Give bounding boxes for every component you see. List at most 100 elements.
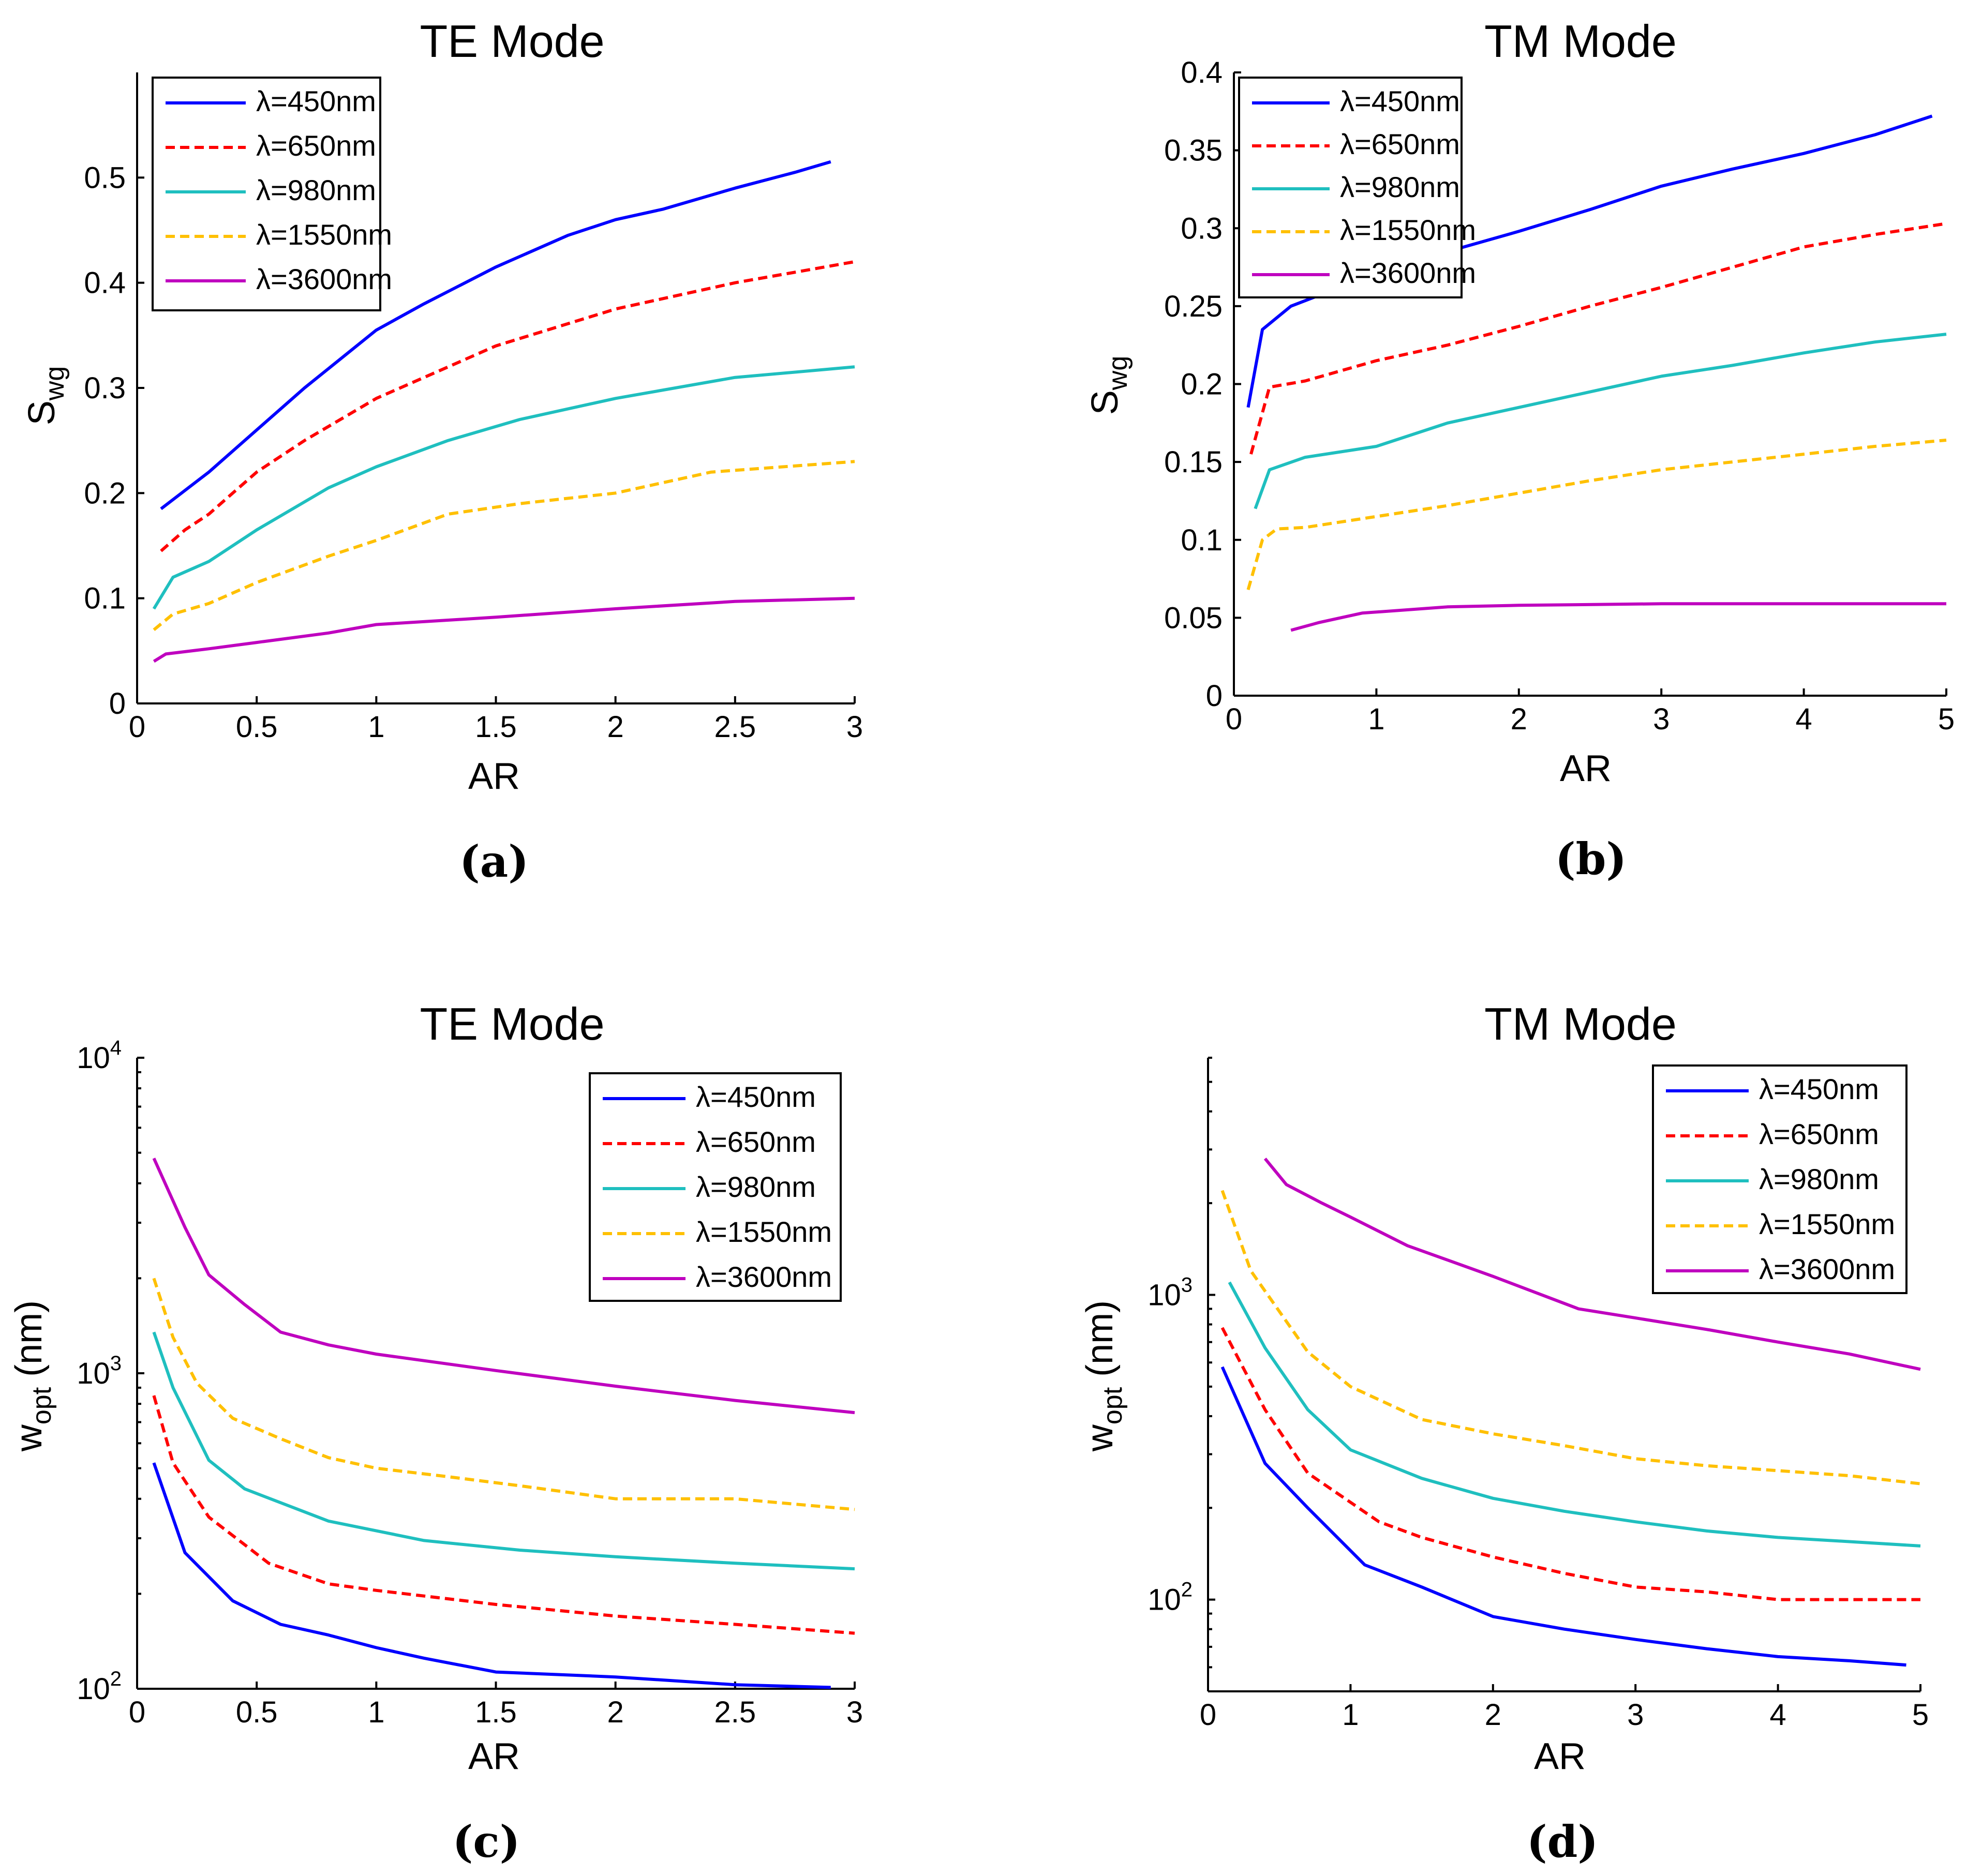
y-tick-label: 0.3 xyxy=(84,371,126,405)
y-tick-base: 10 xyxy=(1148,1583,1181,1617)
legend-d: λ=450nm λ=650nm λ=980nm λ=1550nm λ=3600nm xyxy=(1652,1064,1908,1294)
series-line xyxy=(152,1462,831,1689)
y-tick-label: 0.2 xyxy=(1181,368,1223,401)
series-line xyxy=(152,1331,855,1571)
y-tick-label: 0.35 xyxy=(1164,134,1223,168)
y-axis-title-sub-c: opt xyxy=(27,1387,57,1424)
panel-label-c: (c) xyxy=(453,1816,520,1867)
x-axis-title-c: AR xyxy=(468,1736,520,1777)
y-tick-label: 0.25 xyxy=(1164,290,1223,323)
legend-b: λ=450nm λ=650nm λ=980nm λ=1550nm λ=3600nm xyxy=(1238,77,1476,298)
y-tick-exponent: 2 xyxy=(1181,1579,1193,1601)
y-tick-exponent: 3 xyxy=(1181,1273,1193,1296)
series-b xyxy=(1246,114,1947,632)
y-tick-label: 0 xyxy=(109,687,126,721)
legend-label: λ=980nm xyxy=(256,174,376,206)
y-axis-title-main-a: S xyxy=(21,400,63,425)
x-axis-title-a: AR xyxy=(468,756,520,797)
series-line xyxy=(1220,1327,1920,1601)
legend-label: λ=450nm xyxy=(1759,1073,1879,1105)
x-tick-label: 0.5 xyxy=(236,710,278,744)
legend-label: λ=1550nm xyxy=(696,1215,832,1248)
series-line xyxy=(152,1278,855,1511)
x-axis-title-b: AR xyxy=(1560,748,1612,789)
y-axis-title-sub-a: wg xyxy=(40,366,70,401)
legend-items-a: λ=450nm λ=650nm λ=980nm λ=1550nm λ=3600nm xyxy=(166,85,392,295)
x-tick-label: 2 xyxy=(1511,702,1527,736)
y-tick-exponent: 3 xyxy=(110,1352,122,1375)
legend-items-d: λ=450nm λ=650nm λ=980nm λ=1550nm λ=3600nm xyxy=(1666,1073,1895,1285)
x-tick-label: 1 xyxy=(368,710,384,744)
y-axis-title-main-c: w xyxy=(8,1424,50,1452)
x-tick-label: 2 xyxy=(607,1695,624,1729)
y-tick-base: 10 xyxy=(77,1041,110,1075)
x-tick-label: 0 xyxy=(129,710,145,744)
y-tick-base: 10 xyxy=(77,1357,110,1390)
series-line xyxy=(1249,222,1947,455)
series-line xyxy=(153,596,855,663)
legend-items-c: λ=450nm λ=650nm λ=980nm λ=1550nm λ=3600nm xyxy=(603,1080,832,1293)
x-tick-label: 1.5 xyxy=(475,1695,517,1729)
panel-label-d: (d) xyxy=(1527,1816,1598,1867)
y-tick-base: 10 xyxy=(1148,1278,1181,1312)
legend-items-b: λ=450nm λ=650nm λ=980nm λ=1550nm λ=3600nm xyxy=(1252,85,1476,289)
y-tick-label: 0 xyxy=(1206,679,1223,713)
series-line xyxy=(1220,1190,1921,1485)
series-line xyxy=(1263,1158,1921,1371)
legend-label: λ=3600nm xyxy=(256,263,392,295)
legend-label: λ=650nm xyxy=(1340,128,1460,160)
legend-label: λ=980nm xyxy=(696,1170,816,1203)
legend-label: λ=3600nm xyxy=(696,1260,832,1293)
legend-label: λ=1550nm xyxy=(1759,1208,1895,1240)
series-c xyxy=(152,1158,855,1689)
panel-a: TE Mode 0 0.5 1 1.5 2 2.5 3 0 0.1 0.2 0.3 0.4 0.5 AR… xyxy=(21,16,863,887)
x-tick-label: 0.5 xyxy=(236,1695,278,1729)
series-a xyxy=(152,160,855,663)
series-line xyxy=(1246,114,1933,408)
legend-label: λ=1550nm xyxy=(256,218,392,251)
x-tick-label: 0 xyxy=(129,1695,145,1729)
panel-b: TM Mode 0 1 2 3 4 5 0 0.05 0.1 0.15 0.2 0.25 0.3 0.35… xyxy=(1084,16,1955,884)
series-line xyxy=(1246,439,1947,591)
y-tick-label: 0.3 xyxy=(1181,212,1223,245)
y-axis-title-main-b: S xyxy=(1084,390,1126,415)
x-tick-label: 2 xyxy=(1485,1698,1501,1732)
series-line xyxy=(1220,1366,1906,1667)
panel-label-a: (a) xyxy=(459,836,529,887)
x-tick-label: 3 xyxy=(846,710,863,744)
x-tick-label: 3 xyxy=(1653,702,1670,736)
legend-a: λ=450nm λ=650nm λ=980nm λ=1550nm λ=3600nm xyxy=(152,77,392,311)
legend-label: λ=650nm xyxy=(1759,1118,1879,1150)
series-line xyxy=(160,160,831,511)
y-tick-label: 0.15 xyxy=(1164,445,1223,479)
legend-label: λ=450nm xyxy=(256,85,376,117)
panel-label-b: (b) xyxy=(1555,833,1627,884)
x-tick-label: 1.5 xyxy=(475,710,517,744)
y-tick-label: 103 xyxy=(77,1352,122,1390)
y-tick-base: 10 xyxy=(77,1672,110,1706)
y-axis-title-c: wopt (nm) xyxy=(8,1300,57,1452)
y-axis-title-suffix-d: (nm) xyxy=(1079,1300,1121,1387)
chart-title-d: TM Mode xyxy=(1484,998,1677,1049)
y-tick-label: 104 xyxy=(77,1037,122,1075)
legend-label: λ=980nm xyxy=(1340,171,1460,203)
series-line xyxy=(152,1395,855,1635)
y-tick-label: 102 xyxy=(1148,1579,1193,1617)
y-tick-label: 102 xyxy=(77,1668,122,1706)
legend-c: λ=450nm λ=650nm λ=980nm λ=1550nm λ=3600nm xyxy=(589,1072,842,1302)
x-tick-label: 5 xyxy=(1938,702,1955,736)
legend-label: λ=980nm xyxy=(1759,1163,1879,1195)
ticks-b: 0 1 2 3 4 5 0 0.05 0.1 0.15 0.2 0.25 0.3 0.35 0.4 xyxy=(1164,56,1955,736)
x-tick-label: 1 xyxy=(1342,1698,1359,1732)
x-tick-label: 3 xyxy=(846,1695,863,1729)
x-tick-label: 4 xyxy=(1769,1698,1786,1732)
chart-title-c: TE Mode xyxy=(420,998,604,1049)
y-axis-title-a: Swg xyxy=(21,366,70,426)
x-tick-label: 0 xyxy=(1200,1698,1216,1732)
x-tick-label: 0 xyxy=(1226,702,1242,736)
